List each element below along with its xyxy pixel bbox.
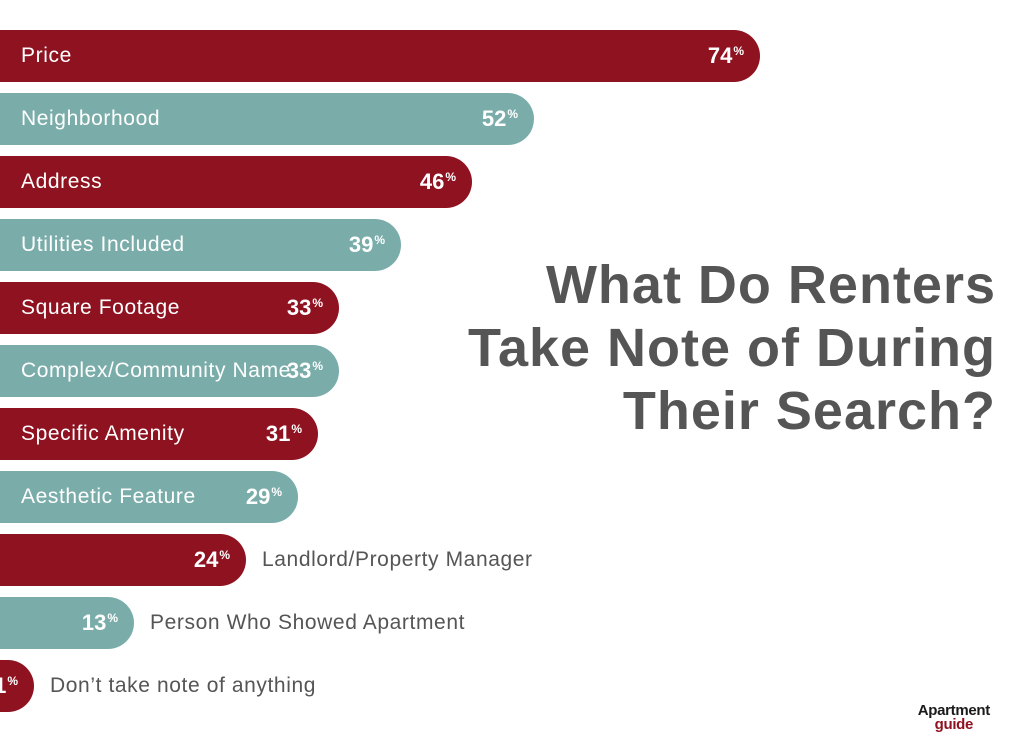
bar-value-number: 33 — [286, 295, 312, 320]
category-label: Aesthetic Feature — [21, 485, 196, 508]
bar-value-number: 24 — [193, 547, 219, 572]
bar-value-number: 33 — [286, 358, 312, 383]
category-label: Specific Amenity — [21, 422, 185, 445]
apartment-guide-logo: Apartment guide — [917, 702, 991, 733]
bar-value-unit: % — [291, 422, 302, 436]
bar-value-label: 13% — [82, 597, 118, 652]
bar — [0, 93, 534, 145]
bar-value-label: 39% — [349, 219, 385, 274]
category-label: Square Footage — [21, 296, 181, 319]
bar-value-unit: % — [733, 44, 744, 58]
bar-value-label: 52% — [482, 93, 518, 148]
bar-value-unit: % — [445, 170, 456, 184]
bar — [0, 30, 760, 82]
bar-value-unit: % — [312, 296, 323, 310]
logo-text-top: Apartment — [917, 702, 991, 719]
category-label: Price — [21, 44, 72, 67]
bar-value-number: 74 — [707, 43, 733, 68]
category-label: Utilities Included — [21, 233, 185, 256]
bar — [0, 345, 339, 397]
bar-value-unit: % — [507, 107, 518, 121]
bar — [0, 534, 246, 586]
bar-value-number: 46 — [419, 169, 445, 194]
chart-title: What Do Renters Take Note of During Thei… — [436, 254, 996, 443]
bar — [0, 597, 134, 649]
bar-value-number: 1 — [0, 673, 7, 698]
bar-value-number: 31 — [265, 421, 291, 446]
category-label: Neighborhood — [21, 107, 161, 130]
bar — [0, 156, 472, 208]
bar-value-number: 52 — [481, 106, 507, 131]
bar-value-number: 39 — [348, 232, 374, 257]
bar — [0, 282, 339, 334]
bar-value-unit: % — [7, 674, 18, 688]
chart-title-line-1: What Do Renters — [545, 255, 996, 315]
chart-title-line-2: Take Note of During — [467, 318, 996, 378]
bar — [0, 471, 298, 523]
category-label: Landlord/Property Manager — [262, 548, 533, 571]
bar-value-unit: % — [312, 359, 323, 373]
bar-value-unit: % — [374, 233, 385, 247]
category-label: Complex/Community Name — [21, 359, 291, 382]
bar-value-label: 29% — [246, 471, 282, 526]
category-label: Don’t take note of anything — [50, 674, 317, 697]
bar-value-label: 31% — [266, 408, 302, 463]
bar-value-unit: % — [219, 548, 230, 562]
bar-value-unit: % — [271, 485, 282, 499]
bar-value-label: 74% — [708, 30, 744, 85]
logo-text-bottom: guide — [934, 716, 974, 733]
bar-value-number: 29 — [245, 484, 271, 509]
bar-value-label: 46% — [420, 156, 456, 211]
bar — [0, 219, 401, 271]
category-label: Person Who Showed Apartment — [150, 611, 466, 634]
bar-value-label: 24% — [194, 534, 230, 589]
bar-value-label: 33% — [287, 282, 323, 337]
bar-value-label: 1% — [0, 660, 18, 715]
bar-value-label: 33% — [287, 345, 323, 400]
bar-value-number: 13 — [81, 610, 107, 635]
category-label: Address — [21, 170, 103, 193]
bar — [0, 408, 318, 460]
bar-value-unit: % — [107, 611, 118, 625]
chart-title-line-3: Their Search? — [622, 381, 996, 441]
